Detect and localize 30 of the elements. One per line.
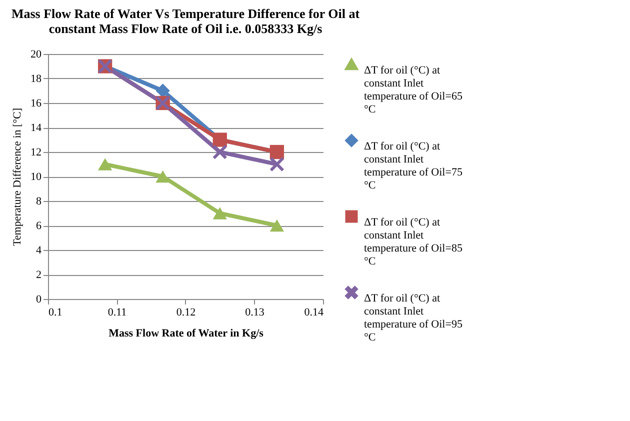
legend-label: ΔT for oil (°C) at constant Inlet temperature of Oil=65 °C: [364, 64, 463, 116]
y-tick-label: 4: [36, 244, 42, 256]
y-tick-label: 14: [30, 122, 42, 134]
x-tick-label: 0.1: [48, 306, 62, 318]
y-tick-label: 6: [36, 220, 42, 232]
point: [212, 207, 227, 220]
x-tick-label: 0.14: [304, 306, 324, 318]
point: [98, 158, 112, 170]
y-tick-label: 8: [36, 196, 42, 208]
x-axis-title: Mass Flow Rate of Water in Kg/s: [108, 328, 264, 340]
y-tick-label: 2: [36, 269, 42, 281]
y-tick-label: 12: [30, 146, 42, 158]
y-tick-label: 0: [36, 294, 42, 306]
chart-title: Mass Flow Rate of Water Vs Temperature Difference for Oil at constant Mass Flow Rate of Oil i.e. 0.058333 Kg/s: [11, 6, 360, 36]
point: [270, 157, 284, 172]
x-tick-label: 0.13: [245, 306, 265, 318]
legend-label: ΔT for oil (°C) at constant Inlet temperature of Oil=75 °C: [364, 140, 463, 192]
y-tick-label: 10: [30, 171, 42, 183]
point: [156, 84, 170, 98]
point: [156, 170, 170, 183]
y-tick-label: 20: [30, 48, 42, 60]
x-tick-label: 0.12: [176, 306, 196, 318]
x-tick-label: 0.11: [108, 306, 127, 318]
y-tick-label: 18: [30, 73, 42, 85]
legend-label: ΔT for oil (°C) at constant Inlet temperature of Oil=95 °C: [364, 292, 463, 344]
legend-label: ΔT for oil (°C) at constant Inlet temperature of Oil=85 °C: [364, 216, 463, 268]
y-tick-label: 16: [30, 98, 42, 110]
point: [270, 219, 284, 232]
point: [212, 144, 227, 160]
y-axis-title: Temperature Difference in [°C]: [12, 108, 24, 246]
